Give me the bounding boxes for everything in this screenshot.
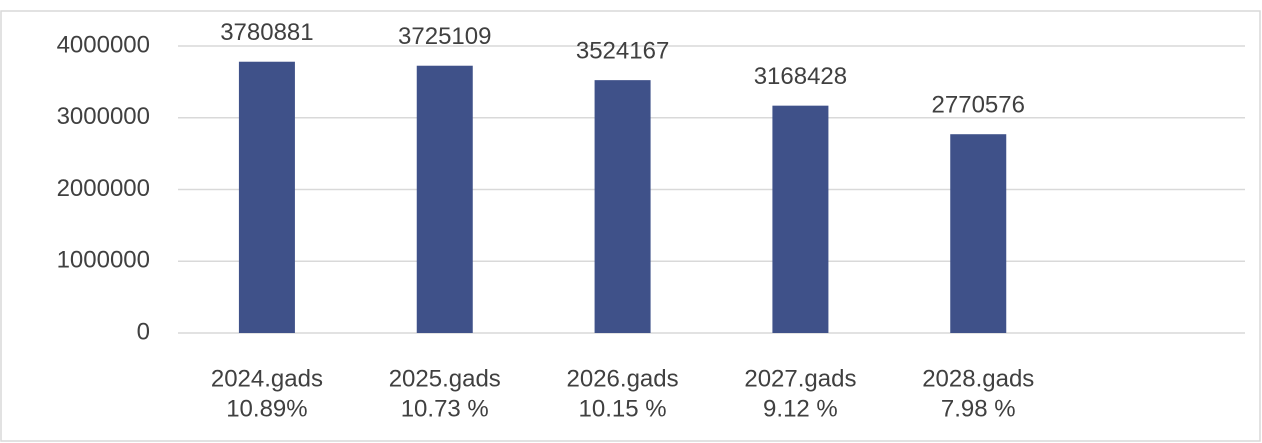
y-tick-label: 2000000 bbox=[57, 175, 150, 202]
data-label: 2770576 bbox=[932, 92, 1025, 119]
x-tick-label: 2028.gads bbox=[922, 365, 1034, 392]
x-tick-label: 10.15 % bbox=[579, 395, 667, 422]
bar bbox=[950, 134, 1007, 333]
chart-border bbox=[0, 10, 1261, 442]
x-tick-label: 2025.gads bbox=[389, 365, 501, 392]
x-tick-label: 7.98 % bbox=[941, 395, 1016, 422]
bar bbox=[594, 80, 651, 333]
y-tick-label: 4000000 bbox=[57, 31, 150, 58]
y-tick-label: 3000000 bbox=[57, 103, 150, 130]
x-tick-label: 9.12 % bbox=[763, 395, 838, 422]
y-tick-label: 1000000 bbox=[57, 247, 150, 274]
x-tick-label: 2027.gads bbox=[744, 365, 856, 392]
x-tick-label: 10.89% bbox=[226, 395, 307, 422]
data-label: 3780881 bbox=[220, 19, 313, 46]
x-tick-label: 2026.gads bbox=[567, 365, 679, 392]
data-label: 3524167 bbox=[576, 37, 669, 64]
x-tick-label: 2024.gads bbox=[211, 365, 323, 392]
bar bbox=[238, 61, 295, 333]
bar bbox=[416, 65, 473, 334]
data-label: 3725109 bbox=[398, 23, 491, 50]
y-tick-label: 0 bbox=[137, 318, 150, 345]
bar bbox=[772, 105, 829, 334]
x-tick-label: 10.73 % bbox=[401, 395, 489, 422]
data-label: 3168428 bbox=[754, 63, 847, 90]
